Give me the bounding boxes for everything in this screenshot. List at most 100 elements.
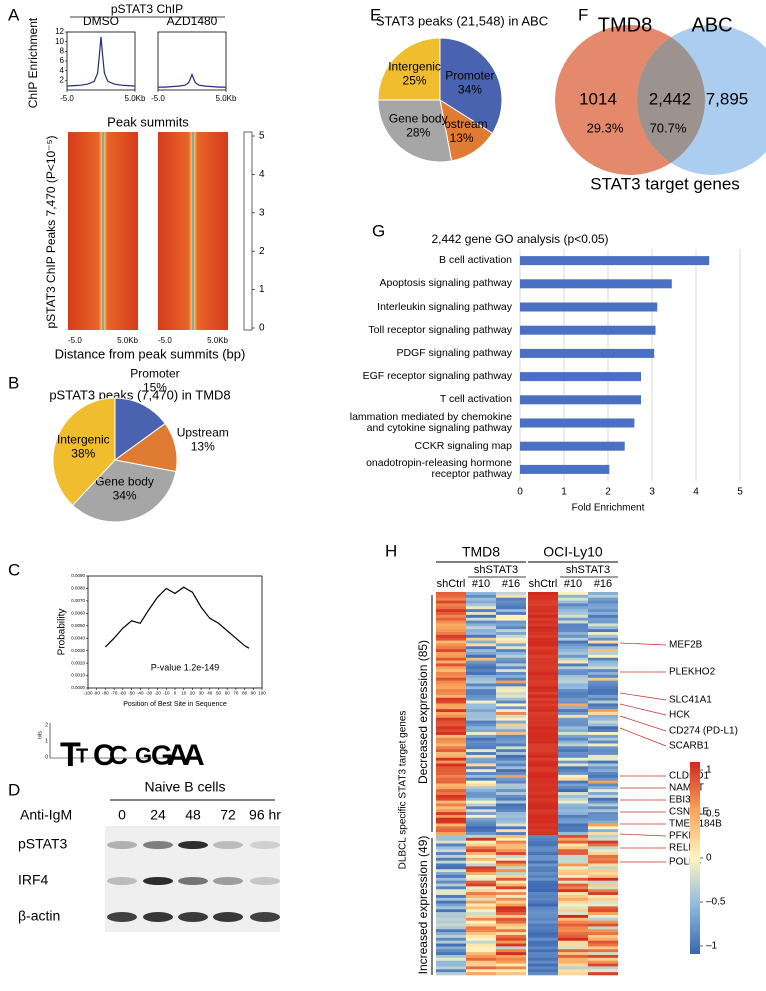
heatmap-cell — [558, 749, 588, 753]
heatmap-cell — [496, 912, 526, 916]
heatmap-cell — [496, 757, 526, 761]
heatmap-cell — [496, 754, 526, 759]
heatmap-cell — [496, 626, 526, 630]
heatmap-cell — [466, 863, 496, 867]
heatmap-cell — [496, 609, 526, 613]
heatmap-cell — [528, 889, 558, 893]
heatmap-cell — [588, 923, 618, 927]
venn-overlap — [637, 25, 705, 175]
heatmap-cell — [588, 609, 618, 613]
heatmap-cell — [496, 929, 526, 933]
heatmap-cell — [558, 932, 588, 936]
heatmap-cell — [588, 820, 618, 824]
heatmap-cell — [466, 677, 496, 681]
heatmap-cell — [496, 766, 526, 770]
heatmap-cell — [558, 709, 588, 713]
heatmap-cell — [436, 592, 466, 596]
heatmap-cell — [588, 789, 618, 793]
pie-slice — [52, 397, 116, 506]
colorbar-label: 1 — [259, 284, 265, 295]
heatmap-cell — [496, 706, 526, 710]
heatmap-cell — [466, 829, 496, 833]
heatmap-cell — [466, 929, 496, 933]
heatmap-cell — [588, 846, 618, 850]
y-tick-label: 0.0080 — [71, 586, 85, 591]
heatmap-cell — [496, 740, 526, 744]
heatmap-cell — [528, 686, 558, 690]
heatmap-cell — [588, 617, 618, 621]
heatmap-cell — [558, 737, 588, 741]
gene-label: CD274 (PD-L1) — [669, 726, 738, 737]
heatmap-cell — [528, 763, 558, 767]
heatmap-cell — [528, 666, 558, 670]
heatmap-cell — [528, 794, 558, 799]
heatmap-cell — [496, 649, 526, 653]
logo-letter: G — [135, 743, 152, 768]
heatmap-cell — [528, 663, 558, 667]
heatmap-cell — [466, 717, 496, 721]
heatmap-cell — [558, 612, 588, 616]
heatmap-cell — [558, 960, 588, 964]
logo-letter: A — [167, 739, 189, 772]
heatmap-cell — [436, 654, 466, 659]
heatmap-cell — [528, 674, 558, 679]
heatmap-cell — [436, 734, 466, 739]
x-tick-label: 30 — [199, 691, 205, 696]
y-axis-label: ChIP Enrichment — [26, 17, 40, 108]
heatmap-cell — [466, 894, 496, 899]
heatmap-cell — [588, 597, 618, 601]
heatmap-cell — [466, 649, 496, 653]
heatmap-cell — [436, 754, 466, 759]
heatmap-cell — [496, 763, 526, 767]
heatmap-cell — [528, 669, 558, 673]
heatmap-cell — [558, 732, 588, 736]
heatmap-cell — [558, 740, 588, 744]
heatmap-cell — [496, 666, 526, 670]
heatmap-cell — [466, 740, 496, 744]
line-series — [66, 36, 136, 87]
y-tick-label: 2 — [60, 75, 65, 84]
pie-slice — [377, 99, 453, 163]
heatmap-cell — [558, 972, 588, 976]
heatmap-cell — [436, 600, 466, 604]
heatmap-cell — [588, 694, 618, 699]
heatmap-cell — [466, 706, 496, 710]
colorbar-label: –0.5 — [706, 897, 726, 908]
heatmap-cell — [466, 903, 496, 907]
heatmap-cell — [466, 646, 496, 650]
heatmap-cell — [496, 617, 526, 621]
heatmap-cell — [558, 646, 588, 650]
heatmap-cell — [466, 817, 496, 821]
heatmap-cell — [558, 629, 588, 633]
heatmap-cell — [558, 897, 588, 901]
heatmap-cell — [466, 652, 496, 656]
heatmap-cell — [496, 869, 526, 873]
heatmap-cell — [436, 640, 466, 644]
heatmap-cell — [558, 603, 588, 607]
heatmap-cell — [436, 852, 466, 856]
heatmap-cell — [558, 869, 588, 873]
blot-band — [107, 841, 137, 849]
heatmap-cell — [436, 732, 466, 736]
slice-label: Gene body — [95, 475, 154, 489]
heatmap-cell — [528, 920, 558, 924]
heatmap-cell — [558, 809, 588, 813]
heatmap-cell — [558, 803, 588, 807]
logo-letter: A — [183, 739, 205, 772]
heatmap-cell — [558, 734, 588, 739]
heatmap-cell — [466, 654, 496, 659]
heatmap-cell — [466, 603, 496, 607]
heatmap-cell — [588, 629, 618, 633]
heatmap-cell — [528, 726, 558, 730]
heatmap-cell — [496, 866, 526, 870]
heatmap-cell — [496, 720, 526, 724]
heatmap-cell — [466, 820, 496, 824]
heatmap-cell — [466, 634, 496, 639]
blot-band — [143, 877, 173, 885]
slice-label: Upstream — [436, 117, 488, 131]
heatmap-cell — [528, 800, 558, 804]
heatmap-cell — [528, 749, 558, 753]
heatmap-cell — [466, 663, 496, 667]
heatmap-cell — [496, 620, 526, 624]
heatmap-cell — [436, 729, 466, 733]
